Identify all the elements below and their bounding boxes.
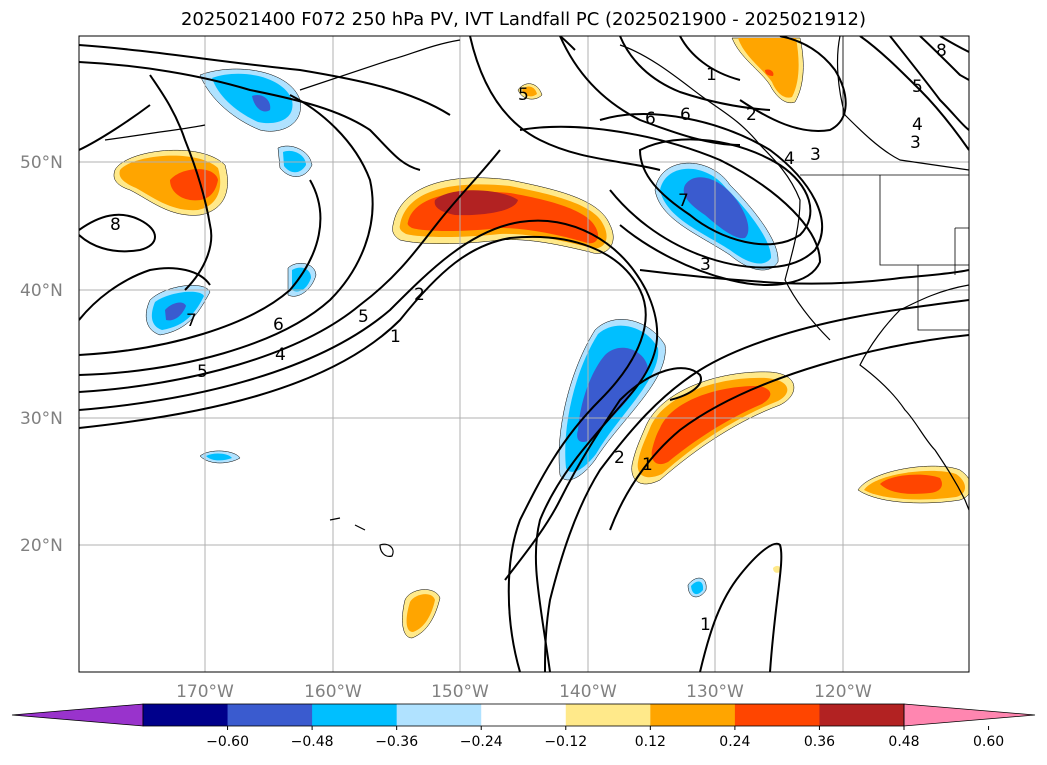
contour-label: 1 <box>706 65 717 85</box>
contour-label: 7 <box>186 311 197 331</box>
contour-label: 6 <box>273 315 284 335</box>
colorbar-bin <box>396 704 482 726</box>
contour-label: 3 <box>810 145 821 165</box>
contour-label: 3 <box>910 133 921 153</box>
colorbar-extend-right <box>903 703 1036 727</box>
contour-label: 8 <box>936 41 947 61</box>
contour-label: 4 <box>912 115 923 135</box>
contour-label: 4 <box>784 149 795 169</box>
contour-label: 4 <box>275 345 286 365</box>
borders <box>800 36 969 331</box>
colorbar-bin <box>734 704 820 726</box>
colorbar-outline <box>142 703 905 727</box>
colorbar-tick-label: 0.60 <box>973 734 1004 750</box>
longitude-labels: 170°W 160°W 150°W 140°W 130°W 120°W <box>176 682 872 702</box>
colorbar-bin <box>312 704 398 726</box>
contour-label: 2 <box>414 285 425 305</box>
contour-label: 2 <box>746 105 757 125</box>
lon-label: 140°W <box>559 682 617 702</box>
colorbar-tick-label: −0.36 <box>375 734 418 750</box>
contour-label: 5 <box>912 77 923 97</box>
colorbar-bin <box>143 704 229 726</box>
colorbar-extend-left <box>11 703 144 727</box>
colorbar-tick-label: −0.12 <box>544 734 587 750</box>
contour-label: 5 <box>518 85 529 105</box>
colorbar-bin <box>565 704 651 726</box>
contour-label: 1 <box>390 327 401 347</box>
colorbar-tick-label: 0.24 <box>719 734 750 750</box>
lat-label: 40°N <box>20 281 63 301</box>
contour-label: 1 <box>700 615 711 635</box>
contour-label: 5 <box>358 307 369 327</box>
colorbar-tick-label: −0.48 <box>291 734 334 750</box>
colorbar-bin <box>481 704 567 726</box>
pv-shading <box>113 37 969 639</box>
latitude-labels: 50°N 40°N 30°N 20°N <box>20 153 63 556</box>
coastlines <box>104 36 969 557</box>
contour-label: 8 <box>110 215 121 235</box>
lat-label: 50°N <box>20 153 63 173</box>
contour-labels: 8 5 6 1 2 6 4 5 4 3 5 7 8 6 4 5 3 2 1 7 … <box>110 41 947 635</box>
lon-label: 130°W <box>686 682 744 702</box>
lat-label: 30°N <box>20 409 63 429</box>
pv-contours <box>79 36 969 672</box>
lat-label: 20°N <box>20 536 63 556</box>
colorbar-tick-label: 0.36 <box>804 734 835 750</box>
map-frame <box>78 35 970 673</box>
colorbar <box>11 703 1036 727</box>
lon-label: 160°W <box>304 682 362 702</box>
map-title: 2025021400 F072 250 hPa PV, IVT Landfall… <box>180 9 867 30</box>
contour-label: 6 <box>645 109 656 129</box>
gridlines <box>79 36 969 672</box>
colorbar-bin <box>227 704 313 726</box>
colorbar-tick-label: 0.12 <box>635 734 666 750</box>
colorbar-bin <box>819 704 905 726</box>
colorbar-tick-label: 0.48 <box>888 734 919 750</box>
colorbar-tick-label: −0.60 <box>206 734 249 750</box>
colorbar-tick-label: −0.24 <box>460 734 503 750</box>
contour-label: 7 <box>678 191 689 211</box>
contour-label: 5 <box>197 362 208 382</box>
contour-label: 2 <box>614 448 625 468</box>
lon-label: 120°W <box>814 682 872 702</box>
lon-label: 170°W <box>176 682 234 702</box>
contour-label: 1 <box>642 455 653 475</box>
colorbar-bin <box>650 704 736 726</box>
contour-label: 6 <box>680 105 691 125</box>
map-background <box>79 36 969 672</box>
lon-label: 150°W <box>431 682 489 702</box>
contour-label: 3 <box>700 255 711 275</box>
colorbar-ticks: −0.60 −0.48 −0.36 −0.24 −0.12 0.12 0.24 0.36 0.4… <box>206 726 1004 750</box>
